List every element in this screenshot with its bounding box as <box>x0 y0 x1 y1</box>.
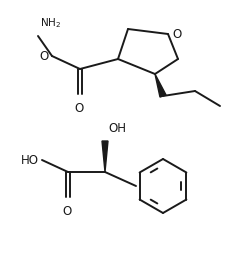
Text: O: O <box>74 102 84 115</box>
Polygon shape <box>155 75 166 98</box>
Text: OH: OH <box>108 121 126 134</box>
Text: HO: HO <box>21 153 39 166</box>
Polygon shape <box>102 141 108 172</box>
Text: O: O <box>172 27 181 40</box>
Text: O: O <box>62 204 72 217</box>
Text: O: O <box>40 49 49 62</box>
Text: NH$_2$: NH$_2$ <box>40 16 61 30</box>
